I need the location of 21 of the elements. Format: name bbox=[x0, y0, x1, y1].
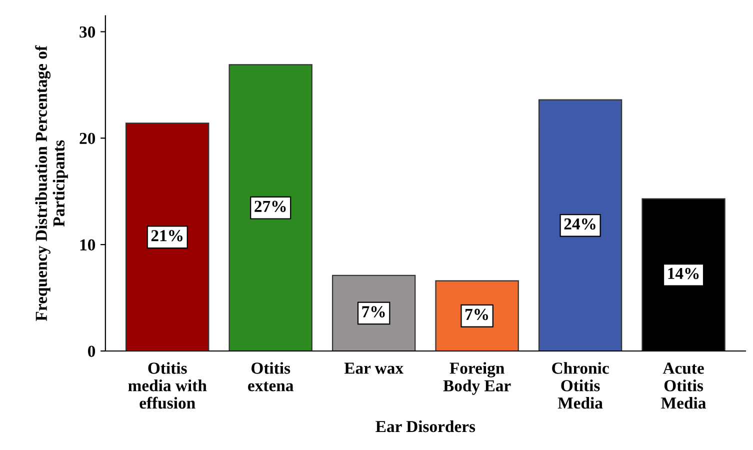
x-tick-label: Ear wax bbox=[344, 362, 404, 374]
x-tick-label: Foreign Body Ear bbox=[443, 362, 511, 395]
bar bbox=[228, 64, 312, 351]
y-tick-label: 20 bbox=[80, 132, 96, 144]
x-tick-label: Acute Otitis Media bbox=[661, 362, 706, 409]
y-tick-label: 30 bbox=[80, 26, 96, 38]
y-tick-label: 10 bbox=[80, 239, 96, 251]
data-label: 14% bbox=[668, 268, 699, 280]
data-label: 24% bbox=[564, 218, 596, 230]
data-label: 7% bbox=[466, 308, 488, 320]
y-axis-title: Frequency Distribuation Percentage of Participants bbox=[35, 45, 68, 321]
x-tick-label: Otitis media with effusion bbox=[128, 362, 207, 409]
x-tick-label: Chronic Otitis Media bbox=[552, 362, 609, 409]
x-axis-title: Ear Disorders bbox=[376, 420, 476, 432]
data-label: 21% bbox=[151, 230, 182, 242]
bar bbox=[126, 122, 210, 351]
data-label: 7% bbox=[362, 306, 385, 318]
bar bbox=[538, 99, 622, 351]
data-label: 27% bbox=[254, 200, 286, 212]
x-tick-label: Otitis extena bbox=[248, 362, 294, 392]
y-tick-label: 0 bbox=[88, 346, 96, 357]
